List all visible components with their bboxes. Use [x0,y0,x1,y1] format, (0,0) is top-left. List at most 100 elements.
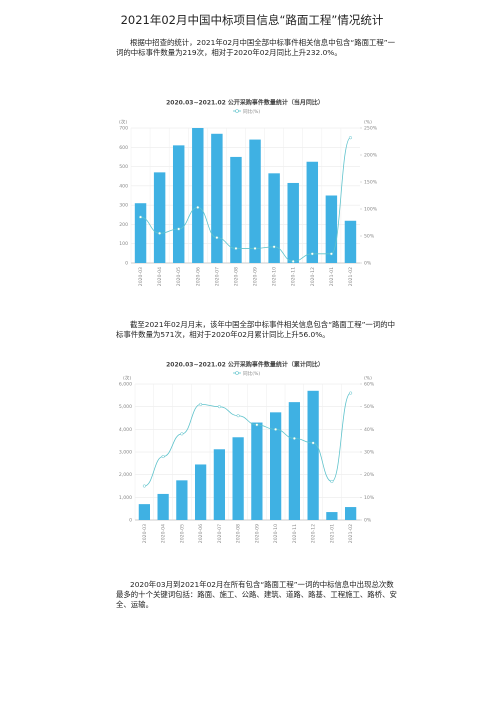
line-point [329,252,333,256]
y-tick-label: 600 [119,145,128,151]
x-tick-label: 2020-09 [254,524,260,543]
line-point [180,432,184,436]
y2-tick-label: 200% [364,153,378,159]
legend-label: 同比(%) [243,108,260,115]
bar [249,139,261,263]
y2-tick-label: 250% [364,126,378,132]
paragraph: 2020年03月到2021年02月在所有包含“路面工程”一词的中标信息中出现总次… [116,580,397,609]
line-point [196,205,200,209]
y2-tick-label: 50% [364,234,375,240]
bar [195,464,207,520]
chart: 2020.03~2021.02 公开采购事件数量统计（当月同比） (次) (%) 0 1… [119,99,378,287]
line-point [253,246,257,250]
y2-tick-label: 0% [364,261,372,267]
bar [211,133,223,263]
line-point [330,479,334,484]
y2-tick-label: 50% [364,404,375,410]
bar [230,156,242,263]
y-tick-label: 400 [119,183,128,189]
bar [138,504,150,520]
bar [345,507,357,520]
x-tick-label: 2020-03 [142,524,148,543]
bar [134,203,147,263]
x-tick-label: 2021-01 [329,524,335,543]
legend-label: 同比(%) [243,370,260,377]
line-point [255,423,259,427]
y2-tick-label: 60% [364,382,375,388]
line-point [177,227,181,231]
line-point [310,252,314,256]
x-tick-label: 2020-08 [236,524,242,543]
y-tick-label: 6,000 [119,382,132,388]
paragraph: 根据中招查的统计，2021年02月中国全部中标事件相关信息中包含“路面工程”一词… [116,38,395,57]
line-point [348,136,353,140]
line-point [161,454,165,459]
line-point [291,259,295,263]
y2-tick-label: 40% [364,427,375,433]
line-point [234,246,238,250]
y-tick-label: 0 [125,261,128,267]
bar [306,161,319,263]
y-tick-label: 700 [119,126,128,132]
x-tick-label: 2020-06 [195,267,201,286]
y-tick-label: 500 [119,164,128,170]
line-point [272,245,276,249]
x-tick-label: 2020-07 [214,267,220,286]
y-axis-label: (次) [119,119,127,126]
y-tick-label: 300 [119,203,128,209]
x-tick-label: 2020-06 [198,524,204,543]
bar [344,220,357,263]
bar [287,182,299,263]
y-tick-label: 1,000 [119,495,132,501]
bar [157,493,169,520]
bar [326,512,338,520]
x-tick-label: 2020-05 [179,524,185,543]
x-tick-label: 2020-04 [161,524,167,543]
line-point [292,436,296,440]
y-tick-label: 0 [129,518,132,524]
bar [172,145,185,263]
line-point [215,236,219,240]
bar [192,128,204,263]
bar [232,437,244,520]
y-tick-label: 5,000 [119,404,132,410]
x-tick-label: 2020-12 [311,524,317,543]
x-tick-label: 2020-10 [273,524,279,543]
bar [153,172,166,263]
y-tick-label: 200 [119,222,128,228]
x-tick-label: 2020-10 [272,267,278,286]
line-point [236,414,240,418]
y2-tick-label: 150% [364,180,378,186]
x-tick-label: 2020-04 [157,267,163,286]
chart-title: 2020.03~2021.02 公开采购事件数量统计（当月同比） [166,99,324,107]
bar [288,402,300,520]
bar [213,449,225,520]
y2-tick-label: 30% [364,450,375,456]
chart-title: 2020.03~2021.02 公开采购事件数量统计（累计同比） [166,361,324,369]
line-point [349,391,353,395]
legend-marker [235,371,239,375]
x-tick-label: 2021-01 [329,267,335,286]
line-point [217,405,221,409]
x-tick-label: 2020-07 [217,524,223,543]
line-point [138,215,143,219]
legend-marker [235,109,239,113]
page-title: 2021年02月中国中标项目信息“路面工程”情况统计 [120,13,384,27]
bar [251,422,263,520]
y-tick-label: 4,000 [119,427,132,433]
bar [176,480,188,520]
x-tick-label: 2021-02 [348,524,354,543]
y2-tick-label: 0% [364,518,372,524]
y2-tick-label: 10% [364,495,375,501]
line-point [142,484,146,488]
y2-axis-label: (%) [364,120,372,126]
x-tick-label: 2020-11 [291,267,297,286]
bar [268,173,280,263]
x-tick-label: 2020-09 [253,267,259,286]
x-tick-label: 2021-02 [348,267,354,286]
y2-tick-label: 100% [364,207,378,213]
y-tick-label: 2,000 [119,472,132,478]
line-point [311,441,315,445]
line-point [199,402,203,406]
